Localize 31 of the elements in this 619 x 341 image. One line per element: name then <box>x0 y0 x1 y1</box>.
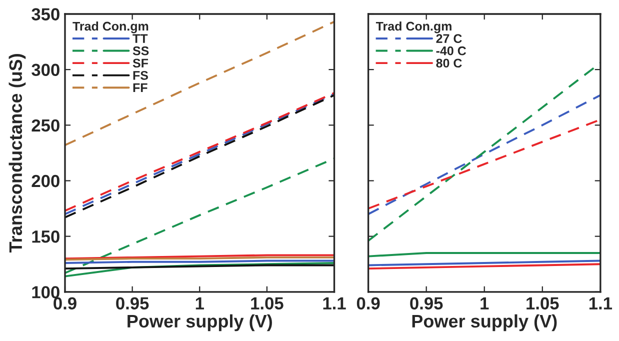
legend-label: 27 C <box>436 34 462 43</box>
x-axis-title: Power supply (V) <box>412 314 557 332</box>
y-tick-label: 300 <box>32 64 60 76</box>
line-series <box>64 158 334 274</box>
y-tick-label: 100 <box>32 286 60 298</box>
x-tick-label: 1.1 <box>589 297 612 310</box>
line-series <box>64 20 334 146</box>
y-axis-title: Transconductance (uS) <box>8 54 26 253</box>
x-tick-label: 0.9 <box>356 297 380 310</box>
x-tick-label: 0.9 <box>54 297 76 310</box>
x-tick-label: 1.1 <box>323 297 346 310</box>
legend-title: Trad Con.gm <box>72 21 148 34</box>
y-tick-label: 350 <box>32 8 60 20</box>
legend-label: FF <box>133 83 148 92</box>
y-tick-label: 200 <box>32 174 60 188</box>
x-tick-label: 0.95 <box>410 297 443 310</box>
x-tick-label: 1 <box>196 297 204 310</box>
legend-label: 80 C <box>436 58 462 68</box>
legend-label: -40 C <box>436 46 466 56</box>
legend-label: SS <box>132 46 149 56</box>
x-tick-label: 0.95 <box>116 297 149 310</box>
x-axis-title: Power supply (V) <box>128 314 272 332</box>
y-tick-label: 250 <box>32 119 60 132</box>
legend-label: TT <box>132 34 148 43</box>
legend-title: Trad Con.gm <box>376 21 452 34</box>
x-tick-label: 1 <box>480 297 489 310</box>
legend-label: FS <box>133 70 148 80</box>
legend-label: SF <box>132 58 148 68</box>
x-tick-label: 1.05 <box>251 297 284 310</box>
x-tick-label: 1.05 <box>526 297 559 310</box>
y-tick-label: 150 <box>32 230 60 243</box>
